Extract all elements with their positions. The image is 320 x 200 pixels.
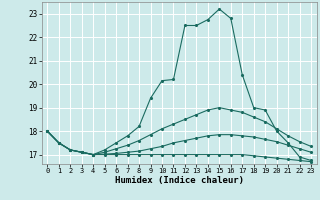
X-axis label: Humidex (Indice chaleur): Humidex (Indice chaleur)	[115, 176, 244, 185]
